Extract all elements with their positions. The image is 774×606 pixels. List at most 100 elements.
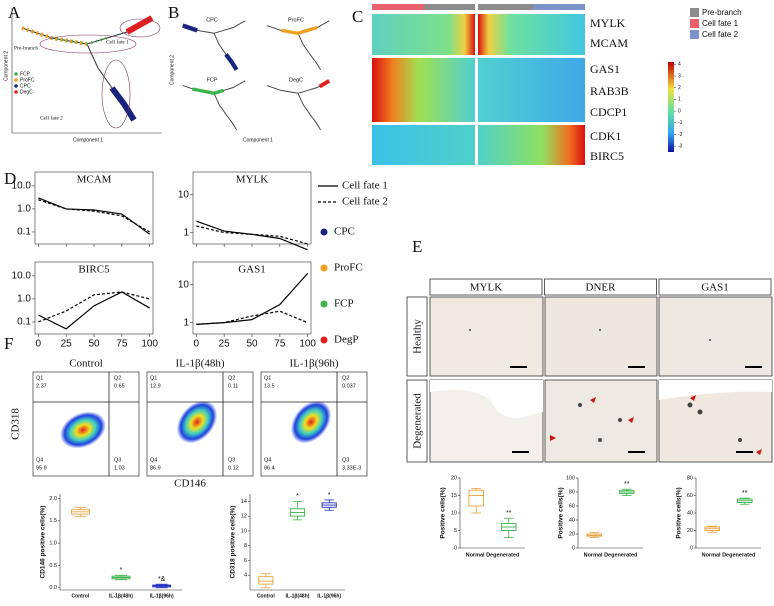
- y-axis-label: CD318 positive cells(%): [230, 506, 237, 579]
- y-tick-label: 40: [687, 510, 693, 516]
- y-tick-label: 40: [569, 517, 575, 523]
- x-tick-label: 25: [61, 339, 73, 350]
- y-tick-label: 20: [687, 528, 693, 534]
- legend-label: FCP: [334, 298, 354, 310]
- x-axis-label: CD146: [174, 478, 206, 490]
- y-tick-label: 60: [687, 493, 693, 499]
- y-tick-label: 20: [451, 475, 457, 481]
- gene-label: MCAM: [590, 36, 628, 50]
- quadrant-name: Q4: [264, 457, 271, 463]
- branch-label: Cell fate 1: [106, 38, 129, 45]
- quadrant-name: Q3: [342, 457, 349, 463]
- x-axis-label: Component 1: [243, 137, 273, 143]
- x-tick-label: 75: [274, 339, 286, 350]
- quadrant-name: Q3: [114, 457, 121, 463]
- x-tick-label: 100: [141, 339, 158, 350]
- gene-label: MYLK: [590, 16, 626, 30]
- column-label: DNER: [586, 282, 617, 294]
- quadrant-name: Q1: [36, 375, 43, 381]
- x-tick-label: 0: [194, 339, 200, 350]
- box: [258, 576, 274, 585]
- y-tick-label: 10.0: [12, 271, 32, 282]
- legend-dot: [320, 228, 328, 236]
- micrographs: [429, 296, 773, 463]
- row-label: Healthy: [412, 319, 424, 354]
- y-axis-label: Positive cells(%): [440, 487, 447, 538]
- trajectory-mini: [266, 20, 330, 71]
- y-tick-label: 0.1: [17, 227, 31, 238]
- plot-title: Control: [69, 358, 103, 370]
- trend-line: [38, 199, 150, 233]
- quadrant-name: Q4: [36, 457, 43, 463]
- trend-line: [196, 272, 309, 325]
- significance: *: [328, 492, 331, 499]
- legend-label: ProFC: [20, 77, 35, 83]
- trajectory-plot: [11, 8, 162, 134]
- significance: *&: [158, 576, 166, 583]
- colorbar-label: 1: [678, 97, 681, 103]
- y-tick-label: 14: [241, 499, 247, 505]
- quadrant-value: 1.03: [114, 465, 125, 471]
- panel-letter: B: [168, 3, 179, 22]
- x-tick-label: 0: [36, 339, 42, 350]
- row-label: Degenerated: [412, 393, 424, 449]
- category-label: IL-1β(96h): [150, 593, 174, 599]
- x-tick-label: 75: [116, 339, 128, 350]
- mini-title: FCP: [207, 77, 218, 83]
- significance: **: [624, 481, 630, 488]
- quadrant-value: 12.9: [150, 383, 161, 389]
- legend-label: Cell fate 2: [342, 196, 388, 208]
- significance: **: [742, 490, 748, 497]
- box: [468, 489, 485, 507]
- row-header: [406, 379, 428, 463]
- quadrant-name: Q3: [228, 457, 235, 463]
- legend-dot: [14, 90, 18, 94]
- x-tick-label: 100: [299, 339, 316, 350]
- panel-letter: A: [8, 3, 21, 22]
- colorbar-label: 3: [678, 73, 681, 79]
- heatmap: [372, 4, 674, 165]
- y-tick-label: 0.0: [49, 585, 57, 591]
- mini-title: CPC: [206, 17, 218, 23]
- plot-title: GAS1: [238, 264, 266, 276]
- legend-swatch: [690, 30, 699, 39]
- quadrant-value: 86.4: [264, 465, 275, 471]
- legend-label: Cell fate 1: [702, 19, 739, 28]
- x-tick-label: 50: [246, 339, 258, 350]
- legend-swatch: [690, 8, 699, 17]
- y-axis-label: Positive cells(%): [676, 487, 683, 538]
- quadrant-value: 0.12: [228, 465, 239, 471]
- y-tick-label: 0: [690, 545, 693, 551]
- category-label: IL-1β(48h): [286, 593, 310, 599]
- mini-title: ProFC: [288, 17, 304, 23]
- legend-dot: [14, 78, 18, 82]
- colorbar-label: -2: [678, 132, 683, 138]
- plot-title: MCAM: [77, 174, 112, 186]
- y-axis-label: Component 2: [3, 51, 9, 81]
- branch-label: Cell fate 2: [40, 114, 63, 121]
- gene-label: CDK1: [590, 129, 621, 143]
- category-label: IL-1β(96h): [317, 593, 341, 599]
- legend-dot: [320, 300, 328, 308]
- y-tick-label: 1.0: [17, 204, 31, 215]
- density: [176, 400, 218, 444]
- y-tick-label: 0.1: [17, 317, 31, 328]
- legend-dot: [320, 336, 328, 344]
- legend-label: DegC: [20, 89, 33, 95]
- gene-label: RAB3B: [590, 84, 629, 98]
- y-axis-label: Component 2: [169, 55, 175, 85]
- legend-label: CPC: [20, 83, 31, 89]
- y-tick-label: 6: [244, 558, 247, 564]
- y-tick-label: 80: [569, 489, 575, 495]
- plot-title: MYLK: [236, 174, 268, 186]
- y-tick-label: 10: [451, 510, 457, 516]
- y-tick-label: 4: [244, 573, 247, 579]
- significance: **: [506, 510, 512, 517]
- trend-line: [38, 291, 150, 330]
- legend-dot: [14, 72, 18, 76]
- x-axis-label: Normal Degenerated: [584, 552, 638, 558]
- density: [290, 400, 332, 444]
- x-axis-label: Normal Degenerated: [466, 552, 520, 558]
- colorbar-label: -1: [678, 120, 683, 126]
